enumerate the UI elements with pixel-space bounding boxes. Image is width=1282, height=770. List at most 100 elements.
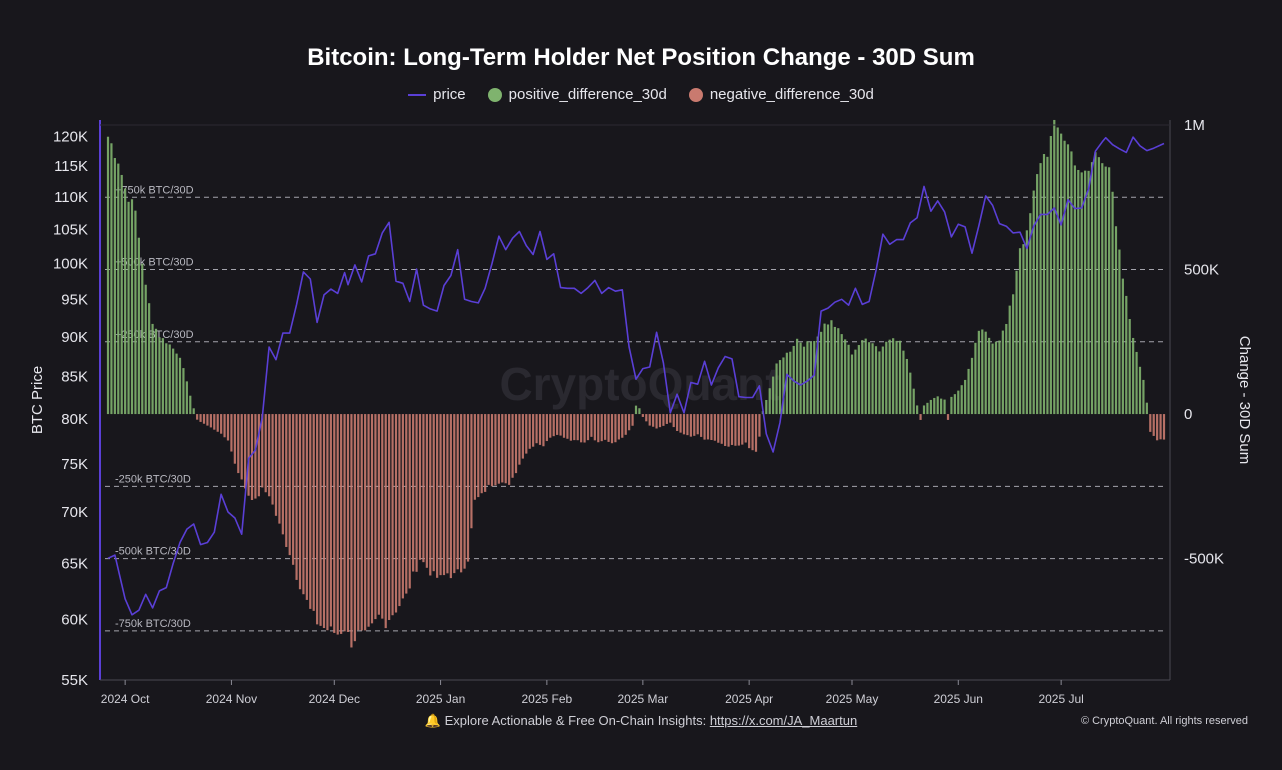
- bar-negative: [367, 414, 370, 627]
- bar-positive: [1084, 170, 1087, 415]
- bar-positive: [936, 396, 939, 415]
- bar-negative: [364, 414, 367, 631]
- bar-positive: [830, 320, 833, 415]
- bar-negative: [535, 414, 538, 444]
- bar-positive: [796, 338, 799, 415]
- bar-negative: [552, 414, 555, 437]
- bar-negative: [703, 414, 706, 440]
- copyright: © CryptoQuant. All rights reserved: [1080, 715, 1248, 727]
- price-line: [107, 136, 1165, 616]
- bar-negative: [720, 414, 723, 444]
- y-tick-label-left: 100K: [53, 256, 88, 273]
- y-tick-label-left: 65K: [61, 556, 88, 573]
- bar-positive: [1015, 270, 1018, 415]
- legend: price positive_difference_30d negative_d…: [0, 86, 1282, 103]
- bar-negative: [209, 414, 212, 428]
- reference-line-label: +750k BTC/30D: [115, 184, 194, 196]
- bar-negative: [504, 414, 507, 484]
- bar-negative: [295, 414, 298, 580]
- bar-negative: [350, 414, 353, 648]
- bar-positive: [806, 341, 809, 415]
- bar-positive: [175, 353, 178, 415]
- bar-positive: [1101, 163, 1104, 415]
- bar-positive: [823, 323, 826, 415]
- bar-negative: [669, 414, 672, 423]
- bar-negative: [422, 414, 425, 563]
- x-tick-label: 2025 Apr: [725, 692, 773, 706]
- bar-negative: [490, 414, 494, 487]
- bar-negative: [696, 414, 699, 435]
- bar-positive: [1090, 162, 1094, 415]
- bar-negative: [665, 414, 668, 424]
- bar-negative: [370, 414, 374, 624]
- bar-negative: [470, 414, 473, 529]
- bar-negative: [604, 414, 607, 440]
- x-tick-label: 2025 Jul: [1038, 692, 1083, 706]
- bar-negative: [384, 414, 387, 629]
- bar-positive: [1097, 157, 1100, 415]
- bar-positive: [960, 385, 963, 415]
- bar-positive: [158, 337, 161, 415]
- legend-label-negative: negative_difference_30d: [709, 86, 874, 103]
- bar-positive: [1060, 133, 1063, 415]
- bar-positive: [957, 390, 960, 415]
- bar-positive: [1001, 330, 1004, 415]
- bar-negative: [748, 414, 751, 449]
- bar-positive: [785, 352, 788, 415]
- bar-negative: [477, 414, 480, 498]
- bar-positive: [847, 344, 850, 415]
- bar-positive: [1042, 154, 1046, 415]
- bar-negative: [737, 414, 740, 446]
- legend-item-price[interactable]: price: [408, 86, 466, 103]
- bar-negative: [655, 414, 658, 429]
- bar-negative: [288, 414, 291, 556]
- bar-negative: [569, 414, 572, 441]
- bar-positive: [1108, 167, 1111, 415]
- bar-negative: [724, 414, 727, 446]
- y-axis-label-left: BTC Price: [29, 366, 46, 434]
- bar-positive: [130, 199, 134, 415]
- bar-negative: [662, 414, 665, 426]
- legend-item-negative[interactable]: negative_difference_30d: [688, 86, 874, 103]
- bar-negative: [436, 414, 439, 578]
- bar-positive: [988, 337, 991, 415]
- y-tick-label-left: 80K: [61, 411, 88, 428]
- bar-positive: [984, 331, 987, 415]
- bar-negative: [244, 414, 247, 489]
- bar-positive: [124, 188, 127, 415]
- bar-positive: [1039, 163, 1042, 415]
- bar-positive: [912, 388, 915, 415]
- bar-positive: [998, 340, 1001, 415]
- y-tick-label-left: 90K: [61, 329, 88, 346]
- bar-positive: [916, 405, 919, 415]
- bar-positive: [964, 379, 967, 415]
- bar-positive: [844, 339, 847, 415]
- bar-positive: [909, 372, 912, 415]
- bar-positive: [926, 402, 929, 415]
- bar-positive: [1012, 294, 1015, 415]
- bar-negative: [617, 414, 620, 440]
- bar-negative: [353, 414, 356, 642]
- y-tick-label-left: 110K: [54, 189, 88, 206]
- bar-negative: [607, 414, 610, 442]
- bar-negative: [1149, 414, 1152, 432]
- bar-negative: [545, 414, 548, 442]
- legend-item-positive[interactable]: positive_difference_30d: [487, 86, 667, 103]
- bar-negative: [744, 414, 747, 443]
- bar-positive: [1056, 127, 1059, 415]
- y-tick-label-left: 115K: [54, 158, 88, 175]
- bar-negative: [466, 414, 470, 562]
- bar-negative: [494, 414, 497, 486]
- y-axis-label-right: Change - 30D Sum: [1236, 336, 1253, 464]
- bar-positive: [144, 284, 147, 415]
- bar-negative: [556, 414, 559, 435]
- x-tick-label: 2025 Feb: [521, 692, 572, 706]
- bar-positive: [1145, 402, 1148, 415]
- bar-negative: [240, 414, 243, 480]
- bar-negative: [710, 414, 713, 441]
- bar-negative: [220, 414, 223, 434]
- footer-link[interactable]: https://x.com/JA_Maartun: [709, 713, 858, 728]
- bar-positive: [977, 330, 980, 415]
- bar-positive: [878, 351, 881, 415]
- bar-negative: [1152, 414, 1155, 436]
